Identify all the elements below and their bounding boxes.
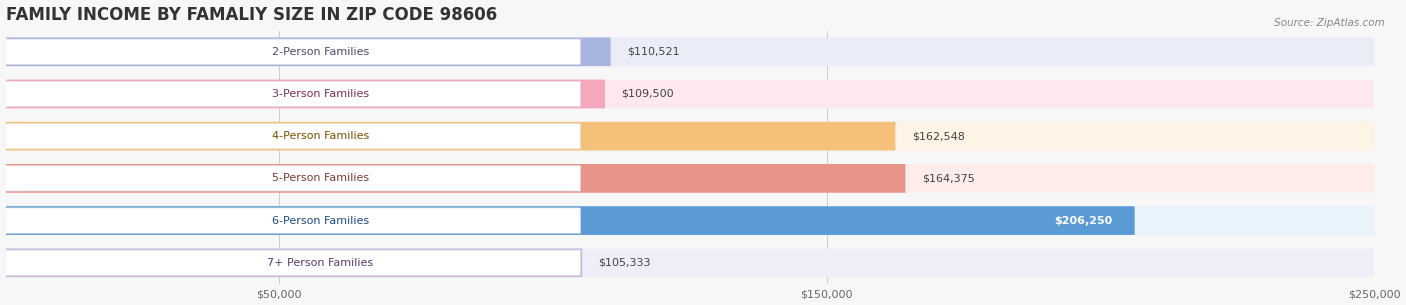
FancyBboxPatch shape bbox=[6, 80, 1374, 108]
FancyBboxPatch shape bbox=[6, 38, 610, 66]
Text: $162,548: $162,548 bbox=[912, 131, 965, 141]
Text: $206,250: $206,250 bbox=[1054, 216, 1112, 226]
FancyBboxPatch shape bbox=[6, 166, 581, 191]
Text: $110,521: $110,521 bbox=[627, 47, 679, 57]
Text: $109,500: $109,500 bbox=[621, 89, 673, 99]
FancyBboxPatch shape bbox=[6, 164, 905, 193]
FancyBboxPatch shape bbox=[6, 164, 1374, 193]
FancyBboxPatch shape bbox=[6, 80, 605, 108]
FancyBboxPatch shape bbox=[6, 206, 1135, 235]
FancyBboxPatch shape bbox=[6, 122, 1374, 151]
Text: $164,375: $164,375 bbox=[922, 173, 974, 183]
FancyBboxPatch shape bbox=[6, 122, 896, 151]
Text: Source: ZipAtlas.com: Source: ZipAtlas.com bbox=[1274, 18, 1385, 28]
Text: 7+ Person Families: 7+ Person Families bbox=[267, 258, 374, 268]
FancyBboxPatch shape bbox=[6, 38, 1374, 66]
FancyBboxPatch shape bbox=[6, 39, 581, 64]
Text: 6-Person Families: 6-Person Families bbox=[271, 216, 368, 226]
Text: 5-Person Families: 5-Person Families bbox=[271, 173, 368, 183]
Text: $105,333: $105,333 bbox=[599, 258, 651, 268]
Text: 2-Person Families: 2-Person Families bbox=[271, 47, 368, 57]
Text: 4-Person Families: 4-Person Families bbox=[271, 131, 368, 141]
Text: 3-Person Families: 3-Person Families bbox=[271, 89, 368, 99]
FancyBboxPatch shape bbox=[6, 206, 1374, 235]
FancyBboxPatch shape bbox=[6, 124, 581, 149]
Text: FAMILY INCOME BY FAMALIY SIZE IN ZIP CODE 98606: FAMILY INCOME BY FAMALIY SIZE IN ZIP COD… bbox=[6, 5, 496, 23]
FancyBboxPatch shape bbox=[6, 81, 581, 107]
FancyBboxPatch shape bbox=[6, 249, 1374, 277]
FancyBboxPatch shape bbox=[6, 249, 582, 277]
FancyBboxPatch shape bbox=[6, 208, 581, 233]
FancyBboxPatch shape bbox=[6, 250, 581, 275]
